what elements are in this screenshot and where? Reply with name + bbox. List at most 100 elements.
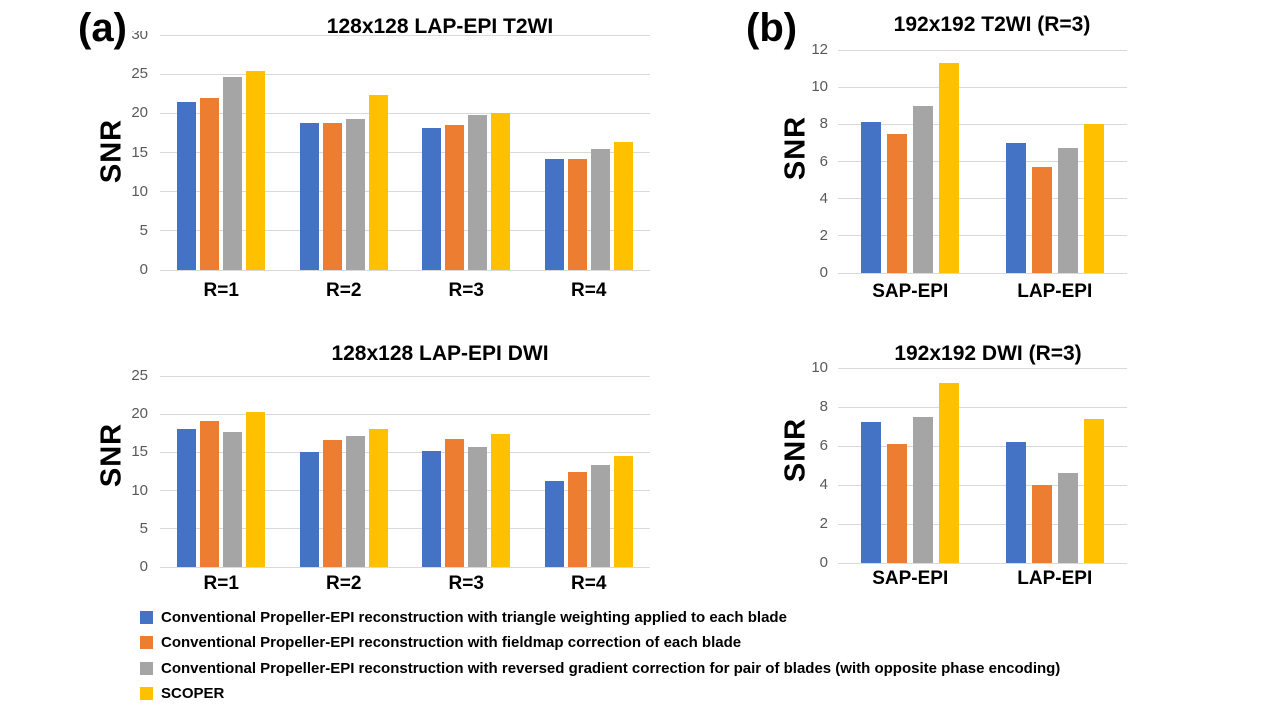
bar xyxy=(887,444,908,563)
bar xyxy=(1031,485,1052,563)
bar xyxy=(468,114,488,270)
legend-color-swatch xyxy=(140,611,153,624)
y-tick-label: 0 xyxy=(819,554,828,571)
y-tick-label: 20 xyxy=(131,104,148,122)
bar xyxy=(544,481,564,567)
bar xyxy=(1031,167,1052,273)
bar xyxy=(491,113,511,270)
y-tick-label: 25 xyxy=(131,65,148,83)
bar xyxy=(246,411,266,567)
y-tick-label: 10 xyxy=(131,182,148,200)
bar xyxy=(590,149,610,270)
gridline xyxy=(838,367,1127,369)
gridline xyxy=(838,123,1127,125)
gridline xyxy=(160,451,650,453)
chart-title: 128x128 LAP-EPI T2WI xyxy=(326,15,554,38)
bar xyxy=(1083,418,1104,563)
bar xyxy=(1005,142,1026,273)
bar xyxy=(544,158,564,270)
bar xyxy=(887,133,908,273)
category-label: R=1 xyxy=(203,280,239,301)
gridline xyxy=(160,112,650,114)
bar xyxy=(1057,473,1078,563)
category-label: R=3 xyxy=(448,280,484,301)
gridline xyxy=(160,73,650,75)
bar xyxy=(299,122,319,270)
bar xyxy=(861,421,882,563)
bar xyxy=(223,431,243,567)
category-label: R=2 xyxy=(326,280,362,301)
bar xyxy=(246,71,266,270)
gridline xyxy=(160,230,650,232)
y-tick-label: 15 xyxy=(131,143,148,161)
legend-item-label: SCOPER xyxy=(161,685,225,703)
category-label: R=4 xyxy=(571,573,607,594)
bar xyxy=(299,452,319,567)
y-tick-label: 4 xyxy=(819,476,828,493)
y-tick-label: 12 xyxy=(811,41,828,58)
y-tick-label: 8 xyxy=(819,398,828,415)
legend-item: SCOPER xyxy=(140,685,224,702)
gridline xyxy=(160,375,650,377)
y-tick-label: 30 xyxy=(131,31,148,43)
bar xyxy=(939,382,960,563)
bar xyxy=(613,142,633,270)
gridline xyxy=(838,161,1127,162)
bar xyxy=(1057,148,1078,273)
bar xyxy=(491,434,511,567)
y-tick-label: 10 xyxy=(811,78,828,96)
legend-color-swatch xyxy=(140,687,153,701)
chart-title: 128x128 LAP-EPI DWI xyxy=(331,342,549,365)
y-tick-label: 2 xyxy=(819,226,828,244)
y-tick-label: 0 xyxy=(139,261,148,278)
bar xyxy=(200,421,220,567)
bar xyxy=(445,439,465,567)
y-tick-label: 6 xyxy=(819,152,828,170)
chart-title: 192x192 T2WI (R=3) xyxy=(893,13,1091,36)
bar xyxy=(913,416,934,563)
bar xyxy=(177,429,197,567)
gridline xyxy=(838,235,1127,237)
bar xyxy=(223,77,243,270)
y-tick-label: 20 xyxy=(131,405,148,423)
legend-item: Conventional Propeller-EPI reconstructio… xyxy=(140,609,787,626)
bar xyxy=(590,464,610,567)
bar xyxy=(177,101,197,270)
legend-item-label: Conventional Propeller-EPI reconstructio… xyxy=(161,609,787,626)
legend-color-swatch xyxy=(140,661,153,675)
gridline xyxy=(838,272,1127,274)
bar xyxy=(345,118,365,270)
bar xyxy=(861,122,882,273)
bar xyxy=(368,94,388,270)
gridline xyxy=(838,562,1127,564)
bar xyxy=(1005,442,1026,563)
category-label: LAP-EPI xyxy=(1017,281,1093,302)
y-tick-label: 4 xyxy=(819,189,828,207)
bar xyxy=(422,128,442,270)
gridline xyxy=(160,413,650,415)
gridline xyxy=(838,484,1127,486)
category-label: SAP-EPI xyxy=(872,281,949,302)
gridline xyxy=(838,49,1127,51)
category-label: LAP-EPI xyxy=(1017,568,1093,589)
legend-item-label: Conventional Propeller-EPI reconstructio… xyxy=(161,634,742,652)
gridline xyxy=(160,490,650,492)
gridline xyxy=(838,86,1127,88)
y-tick-label: 0 xyxy=(139,558,148,575)
bar xyxy=(345,436,365,567)
category-label: R=4 xyxy=(571,280,607,301)
gridline xyxy=(160,34,650,36)
bar xyxy=(567,472,587,567)
chart-title: 192x192 DWI (R=3) xyxy=(894,342,1082,365)
bar xyxy=(322,440,342,567)
panel-label-a: (a) xyxy=(78,6,127,50)
gridline xyxy=(160,269,650,271)
y-tick-label: 10 xyxy=(811,359,828,376)
y-tick-label: 6 xyxy=(819,437,828,454)
gridline xyxy=(160,191,650,193)
legend-item-label: Conventional Propeller-EPI reconstructio… xyxy=(161,659,1061,677)
y-tick-label: 0 xyxy=(819,264,828,281)
